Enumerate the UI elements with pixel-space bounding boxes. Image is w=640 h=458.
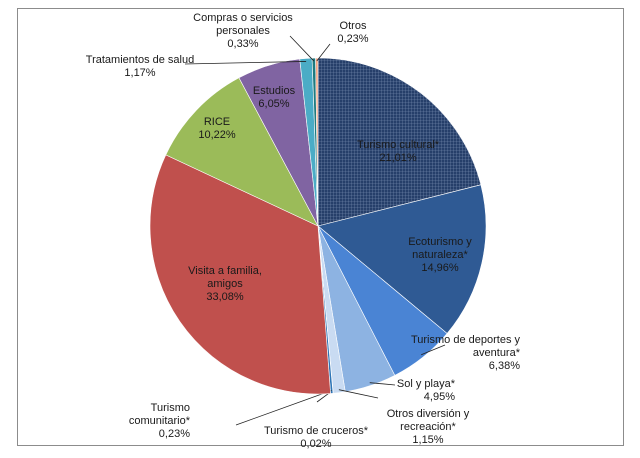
slice-label: Otros diversión y recreación* 1,15%	[373, 408, 483, 447]
category-name: Ecoturismo y naturaleza*	[408, 236, 472, 261]
category-name: RICE	[203, 116, 231, 128]
value-label: 0,23%	[158, 428, 190, 440]
slice-label: Otros 0,23%	[318, 20, 388, 46]
value-label: 14,96%	[421, 262, 459, 274]
slice-label: Turismo comunitario* 0,23%	[100, 402, 190, 441]
slice-label: Ecoturismo y naturaleza* 14,96%	[394, 236, 486, 275]
chart-frame	[17, 8, 624, 446]
leader-line	[184, 61, 307, 65]
value-label: 0,23%	[337, 33, 369, 45]
leader-line	[421, 344, 446, 356]
slice-label: Tratamientos de salud 1,17%	[85, 54, 195, 80]
leader-line	[369, 382, 396, 386]
leader-line	[338, 389, 379, 399]
category-name: Turismo de cruceros*	[263, 425, 369, 437]
slice-label: Turismo cultural* 21,01%	[338, 139, 458, 165]
category-name: Tratamientos de salud	[85, 54, 195, 66]
value-label: 6,05%	[258, 98, 290, 110]
value-label: 6,38%	[488, 360, 520, 372]
category-name: Visita a familia, amigos	[188, 265, 262, 290]
value-label: 21,01%	[379, 152, 417, 164]
slice-label: Turismo de cruceros* 0,02%	[251, 425, 381, 451]
value-label: 0,33%	[227, 38, 259, 50]
value-label: 0,02%	[300, 438, 332, 450]
category-name: Otros	[339, 20, 367, 32]
pie-slice	[149, 154, 331, 395]
value-label: 33,08%	[206, 291, 244, 303]
value-label: 10,22%	[198, 129, 236, 141]
pie-slice	[317, 184, 487, 334]
value-label: 1,15%	[412, 434, 444, 446]
leader-line	[289, 35, 315, 62]
leader-line	[235, 390, 332, 426]
value-label: 4,95%	[423, 391, 455, 403]
value-label: 1,17%	[124, 67, 156, 79]
slice-label: Estudios 6,05%	[239, 85, 309, 111]
pie-slice	[165, 77, 319, 227]
slice-label: RICE 10,22%	[182, 116, 252, 142]
category-name: Otros diversión y recreación*	[386, 408, 470, 433]
category-name: Turismo comunitario*	[128, 402, 190, 427]
category-name: Sol y playa*	[396, 378, 455, 390]
slice-label: Compras o servicios personales 0,33%	[178, 12, 308, 51]
slice-label: Sol y playa* 4,95%	[375, 378, 455, 404]
category-name: Turismo de deportes y aventura*	[410, 334, 520, 359]
leader-line	[316, 43, 331, 62]
category-name: Turismo cultural*	[356, 139, 440, 151]
category-name: Estudios	[252, 85, 296, 97]
slice-label: Turismo de deportes y aventura* 6,38%	[400, 334, 520, 373]
slice-label: Visita a familia, amigos 33,08%	[175, 265, 275, 304]
category-name: Compras o servicios personales	[193, 12, 293, 37]
pie-slice	[315, 57, 319, 227]
